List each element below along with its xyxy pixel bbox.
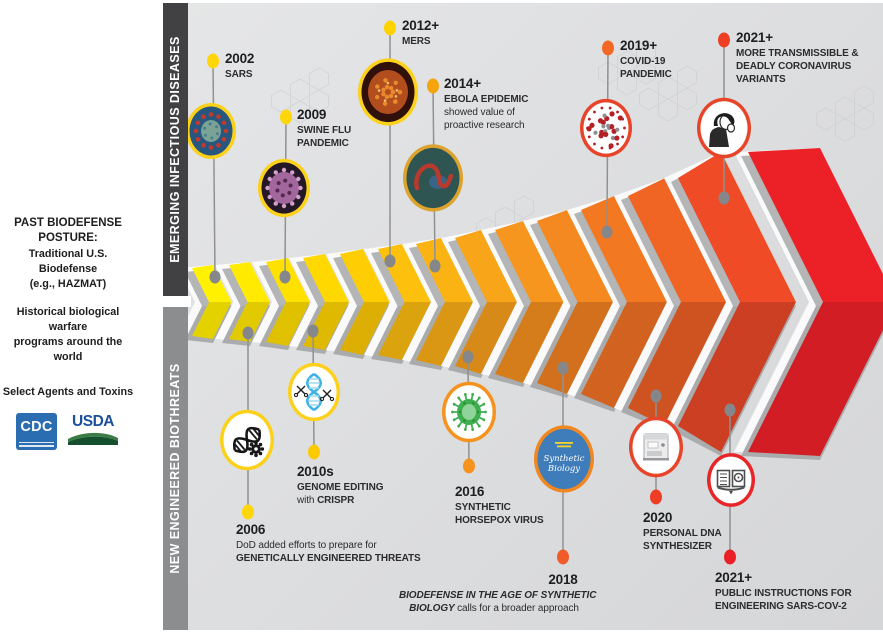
- cdc-logo-text: CDC: [20, 419, 53, 435]
- band-new-engineered-biothreats: NEW ENGINEERED BIOTHREATS: [163, 307, 188, 630]
- sidebar-select-agents: Select Agents and Toxins: [2, 386, 134, 398]
- usda-logo-text: USDA: [72, 413, 114, 430]
- band-gap: [163, 296, 191, 307]
- cdc-logo: CDC: [16, 413, 57, 450]
- sidebar-para2-line2: programs around the world: [13, 336, 123, 363]
- band-emerging-infectious-diseases: EMERGING INFECTIOUS DISEASES: [163, 3, 188, 296]
- spacer: [0, 365, 136, 385]
- sidebar-heading: PAST BIODEFENSE POSTURE:: [14, 217, 122, 244]
- sidebar-para2-line1: Historical biological warfare: [16, 306, 120, 333]
- agency-logos: CDC USDA: [0, 413, 136, 450]
- usda-swoosh-graphic: [68, 432, 118, 445]
- timeline-panel-background: [163, 3, 883, 630]
- sidebar-subline-2: (e.g., HAZMAT): [29, 278, 107, 290]
- usda-logo: USDA: [66, 413, 120, 445]
- spacer: [0, 292, 136, 305]
- left-sidebar: PAST BIODEFENSE POSTURE: Traditional U.S…: [0, 216, 136, 450]
- cdc-logo-wave-line: [19, 445, 54, 447]
- cdc-logo-wave-line: [19, 441, 54, 443]
- sidebar-subline-1: Traditional U.S. Biodefense: [28, 248, 108, 275]
